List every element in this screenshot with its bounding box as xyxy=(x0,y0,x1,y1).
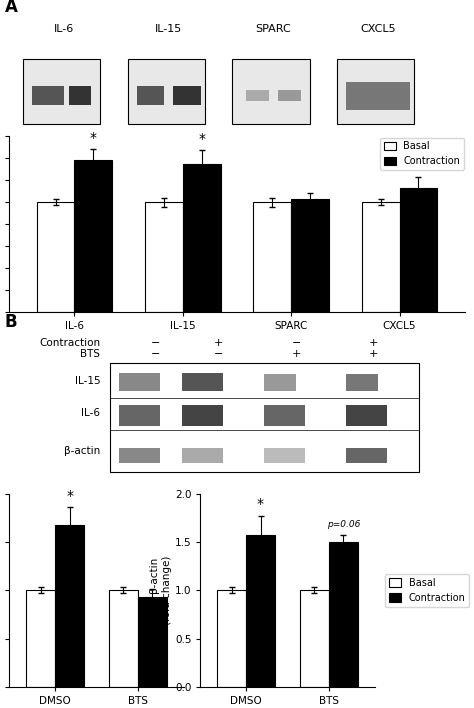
Bar xyxy=(346,448,387,463)
Y-axis label: IL-6 / β-actin
(fold change): IL-6 / β-actin (fold change) xyxy=(150,556,172,625)
Bar xyxy=(264,374,296,391)
Bar xyxy=(246,535,275,687)
Bar xyxy=(145,202,183,312)
Bar xyxy=(291,199,329,312)
Text: +: + xyxy=(369,350,378,360)
Text: IL-6: IL-6 xyxy=(54,25,74,35)
Legend: Basal, Contraction: Basal, Contraction xyxy=(380,137,464,170)
Bar xyxy=(32,86,64,105)
Bar xyxy=(118,372,160,391)
Text: −: − xyxy=(150,350,160,360)
Bar xyxy=(109,590,138,687)
Bar xyxy=(55,525,84,687)
Text: SPARC: SPARC xyxy=(255,25,292,35)
Text: +: + xyxy=(292,350,301,360)
Text: Contraction: Contraction xyxy=(39,338,100,348)
Text: B: B xyxy=(5,313,18,331)
Bar xyxy=(253,202,291,312)
Text: +: + xyxy=(369,338,378,348)
Text: A: A xyxy=(5,0,18,16)
Bar xyxy=(346,405,387,426)
Bar xyxy=(69,86,91,105)
FancyBboxPatch shape xyxy=(128,59,205,124)
Text: −: − xyxy=(150,338,160,348)
Bar xyxy=(182,372,223,391)
Bar xyxy=(118,405,160,426)
Legend: Basal, Contraction: Basal, Contraction xyxy=(385,574,469,607)
Text: IL-6: IL-6 xyxy=(82,408,100,418)
Text: IL-15: IL-15 xyxy=(75,376,100,386)
Bar xyxy=(182,405,223,426)
FancyBboxPatch shape xyxy=(23,59,100,124)
Bar xyxy=(300,590,329,687)
Bar xyxy=(138,597,167,687)
Bar xyxy=(137,86,164,105)
Text: −: − xyxy=(214,350,223,360)
Text: +: + xyxy=(214,338,223,348)
Bar xyxy=(264,448,305,463)
Bar xyxy=(329,542,358,687)
Text: −: − xyxy=(292,338,301,348)
Bar xyxy=(246,90,269,101)
FancyBboxPatch shape xyxy=(232,59,310,124)
FancyBboxPatch shape xyxy=(109,362,419,472)
Text: CXCL5: CXCL5 xyxy=(360,25,396,35)
FancyBboxPatch shape xyxy=(337,59,414,124)
Text: *: * xyxy=(257,497,264,511)
Bar xyxy=(183,164,221,312)
Bar xyxy=(74,161,112,312)
Bar xyxy=(278,90,301,101)
Bar xyxy=(182,448,223,463)
Text: p=0.06: p=0.06 xyxy=(327,520,360,529)
Text: β-actin: β-actin xyxy=(64,446,100,456)
Text: IL-15: IL-15 xyxy=(155,25,182,35)
Bar xyxy=(118,448,160,463)
Bar xyxy=(362,202,400,312)
Bar xyxy=(264,405,305,426)
Bar xyxy=(36,202,74,312)
Bar xyxy=(173,86,201,105)
Bar xyxy=(26,590,55,687)
Text: *: * xyxy=(198,132,205,146)
Bar xyxy=(217,590,246,687)
Text: *: * xyxy=(66,489,73,503)
Bar xyxy=(346,81,410,110)
Text: BTS: BTS xyxy=(81,350,100,360)
Bar xyxy=(400,188,438,312)
Text: *: * xyxy=(90,131,97,145)
Bar xyxy=(346,374,378,391)
